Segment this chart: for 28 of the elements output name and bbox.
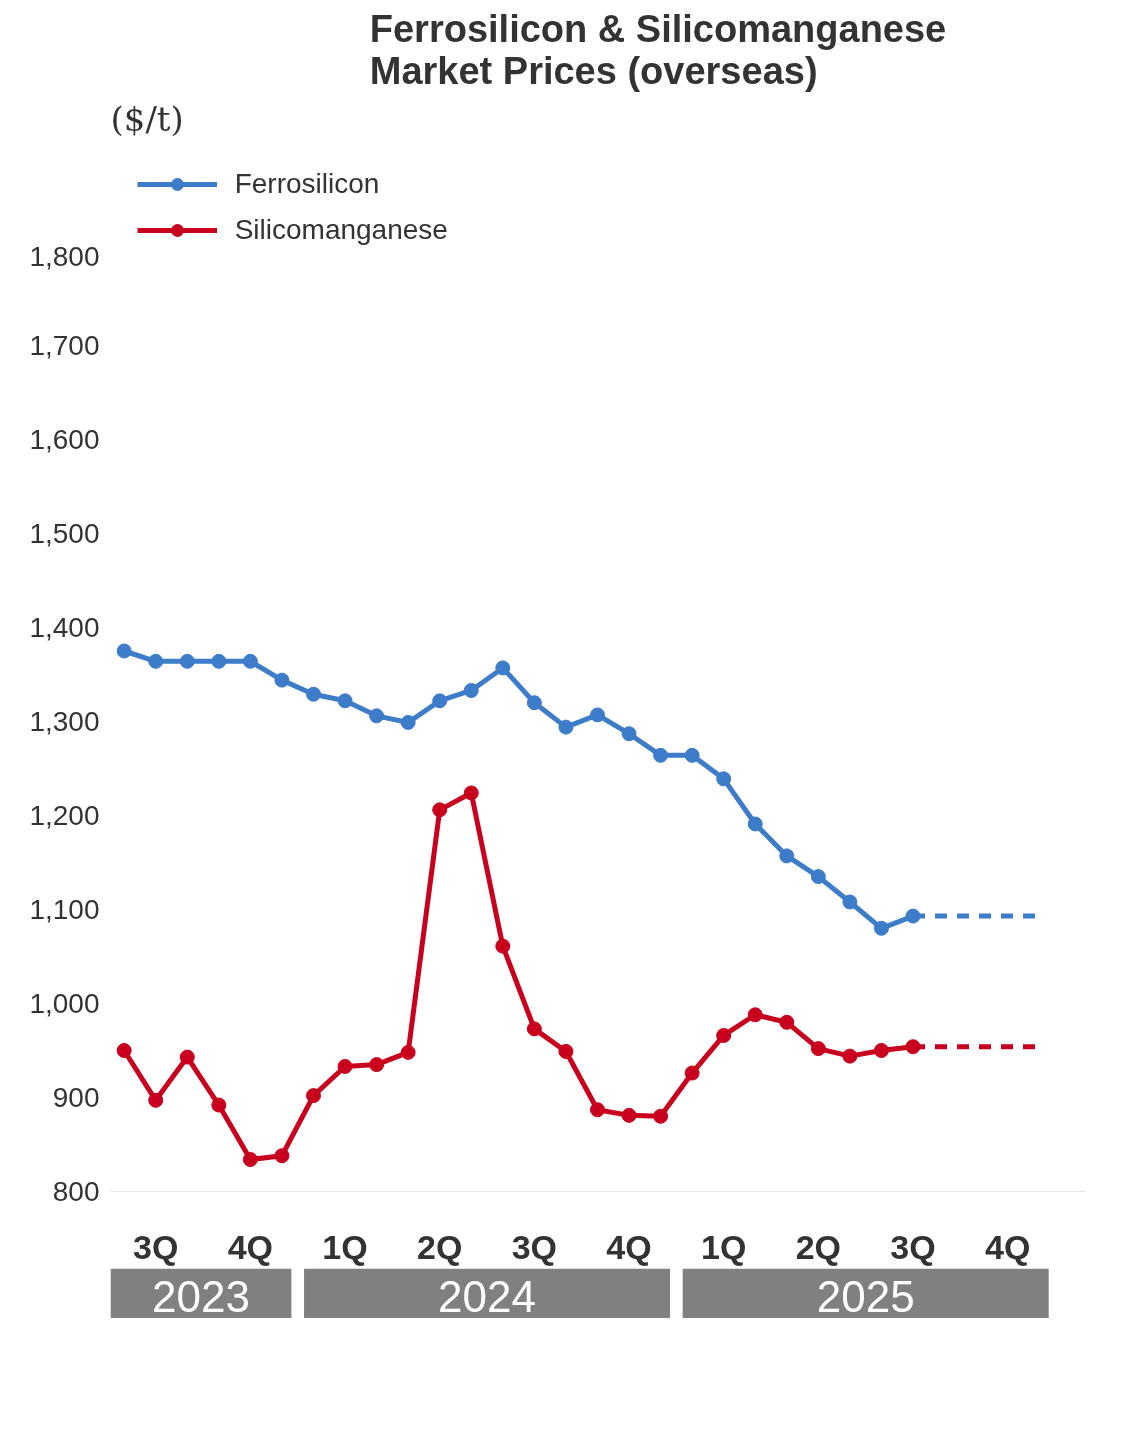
legend-label: Silicomanganese [234,214,448,246]
x-tick-label: 2Q [795,1227,842,1266]
x-tick-label: 2Q [417,1227,463,1266]
x-tick-label: 3Q [133,1227,179,1266]
x-tick-label: 4Q [984,1227,1031,1266]
x-tick-label: 1Q [701,1227,747,1266]
y-tick-label: 1,600 [29,424,100,455]
x-tick-label: 3Q [511,1227,558,1266]
x-tick-label: 3Q [890,1227,936,1266]
x-tick-label: 4Q [227,1227,274,1266]
chart-title: Ferrosilicon & Silicomanganese Market Prices (overseas) [369,7,947,92]
y-tick-label: 1,700 [29,330,100,361]
x-tick-label: 4Q [606,1227,652,1266]
y-tick-label: 1,300 [29,706,100,737]
y-tick-label: 1,500 [29,518,100,549]
y-tick-label: 1,400 [29,612,100,643]
legend-label: Ferrosilicon [234,168,380,200]
y-tick-label: 1,800 [29,240,100,272]
y-tick-label: 1,000 [29,988,100,1019]
text: 2025 [816,1271,915,1321]
y-tick-label: 800 [52,1176,100,1207]
x-tick-label: 1Q [322,1227,368,1266]
y-tick-label: 1,200 [29,800,100,831]
text: 2024 [438,1271,536,1321]
y-tick-label: 1,100 [29,894,100,925]
y-tick-label: 900 [52,1082,100,1113]
text: 2023 [152,1271,250,1321]
y-axis-title: ($/t) [110,99,184,139]
